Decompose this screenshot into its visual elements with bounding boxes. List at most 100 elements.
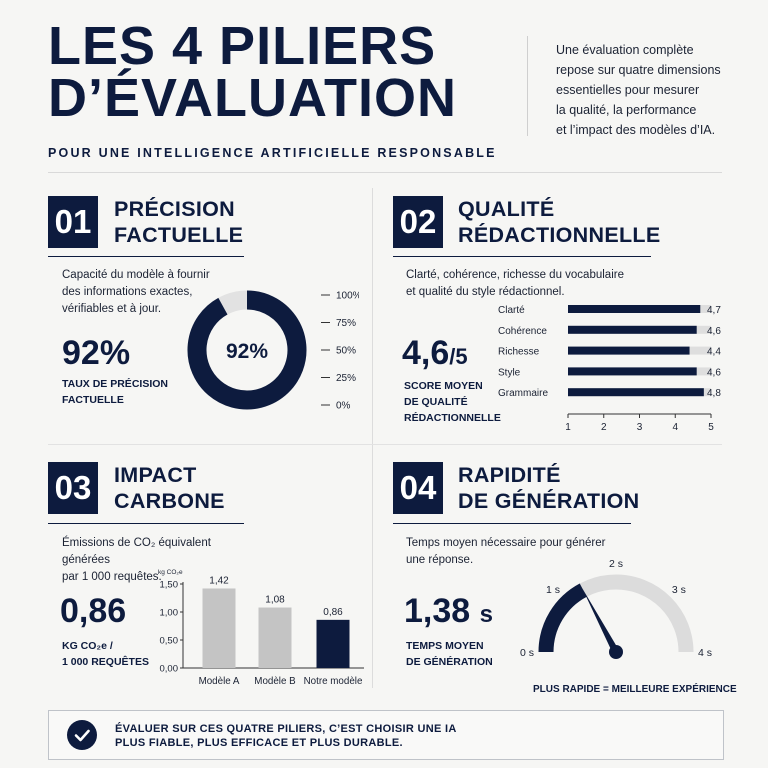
bar-category-label: Richesse	[498, 347, 540, 358]
gauge-tick-label: 1 s	[546, 584, 560, 596]
check-mark-icon	[74, 729, 90, 742]
pillar-1-title-line: FACTUELLE	[114, 223, 244, 247]
grid-vertical-divider	[372, 188, 373, 688]
pillar-2-desc-line: et qualité du style rédactionnel.	[406, 286, 565, 298]
pillar-3-desc-line: Émissions de CO₂ équivalent générées	[62, 537, 211, 566]
page-subtitle: POUR UNE INTELLIGENCE ARTIFICIELLE RESPO…	[48, 146, 497, 160]
gauge-note: PLUS RAPIDE = MEILLEURE EXPÉRIENCE	[533, 684, 737, 695]
bar	[202, 588, 236, 668]
pillar-2-title-line: QUALITÉ	[458, 197, 555, 221]
gauge-tick-label: 2 s	[609, 558, 623, 570]
pillar-3-title: IMPACT CARBONE	[114, 462, 225, 514]
y-axis-label: kg CO₂e	[158, 569, 183, 576]
intro-line: Une évaluation complète	[556, 43, 694, 57]
pillar-3-caption-line: KG CO₂e /	[62, 640, 113, 652]
pillar-4-caption: TEMPS MOYEN DE GÉNÉRATION	[406, 638, 493, 670]
pillar-3-caption: KG CO₂e / 1 000 REQUÊTES	[62, 638, 149, 670]
pillar-3-title-line: IMPACT	[114, 463, 197, 487]
y-tick-label: 1,00	[160, 608, 179, 619]
gauge-needle	[582, 588, 620, 654]
pillar-2-caption-line: SCORE MOYEN	[404, 380, 483, 392]
header-divider	[527, 36, 528, 136]
pillar-3-caption-line: 1 000 REQUÊTES	[62, 656, 149, 668]
page-title: LES 4 PILIERS D’ÉVALUATION	[48, 16, 457, 128]
bar-category-label: Clarté	[498, 305, 525, 316]
bar-category-label: Modèle A	[199, 676, 240, 687]
check-circle-icon	[67, 720, 97, 750]
bar	[568, 346, 690, 355]
gauge-tick-label: 0 s	[520, 647, 534, 659]
pillar-1-underline	[48, 256, 244, 257]
pillar-1-desc-line: des informations exactes,	[62, 286, 193, 298]
footer-banner: ÉVALUER SUR CES QUATRE PILIERS, C’EST CH…	[48, 710, 724, 760]
pillar-4-time-unit: s	[479, 601, 493, 628]
bar-value-label: 1,08	[265, 595, 285, 606]
page-title-line-1: LES 4 PILIERS	[48, 16, 437, 76]
pillar-2-number: 02	[393, 196, 443, 248]
intro-line: et l’impact des modèles d’IA.	[556, 123, 716, 137]
pillar-4-time: 1,38	[404, 592, 471, 630]
bar-value-label: 4,7	[707, 305, 721, 316]
pillar-1-number: 01	[48, 196, 98, 248]
footer-line: ÉVALUER SUR CES QUATRE PILIERS, C’EST CH…	[115, 723, 457, 735]
pillar-4-title-line: RAPIDITÉ	[458, 463, 561, 487]
pillar-2-caption-line: RÉDACTIONNELLE	[404, 412, 501, 424]
carbon-bar-chart: kg CO₂e 1,50 1,00 0,50 0,00 1,42 Modèle A 1,08 M…	[158, 569, 364, 687]
pillar-2-caption: SCORE MOYEN DE QUALITÉ RÉDACTIONNELLE	[404, 378, 501, 426]
pillar-4-desc-line: une réponse.	[406, 554, 474, 566]
pillar-4-caption-line: TEMPS MOYEN	[406, 640, 484, 652]
bar-value-label: 4,6	[707, 367, 721, 378]
bar-value-label: 0,86	[323, 607, 343, 618]
pillar-4-title-line: DE GÉNÉRATION	[458, 489, 640, 513]
x-tick-label: 5	[708, 422, 714, 433]
pillar-3-number: 03	[48, 462, 98, 514]
gauge-tick-label: 4 s	[698, 647, 712, 659]
pillar-3-value: 0,86	[60, 592, 127, 630]
pillar-1-title: PRÉCISION FACTUELLE	[114, 196, 243, 248]
bar-value-label: 1,42	[209, 575, 229, 586]
x-tick-label: 1	[565, 422, 571, 433]
x-tick-label: 4	[672, 422, 678, 433]
pillar-3-title-line: CARBONE	[114, 489, 225, 513]
bar	[568, 325, 697, 334]
footer-line: PLUS FIABLE, PLUS EFFICACE ET PLUS DURAB…	[115, 737, 403, 749]
y-tick-label: 1,50	[160, 580, 179, 591]
intro-line: essentielles pour mesurer	[556, 83, 700, 97]
scale-tick-label: 75%	[336, 318, 356, 329]
scale-tick-label: 50%	[336, 346, 356, 357]
pillar-1-title-line: PRÉCISION	[114, 197, 235, 221]
pillar-2-score: 4,6	[402, 334, 450, 372]
pillar-1-value: 92%	[62, 334, 131, 372]
bar-category-label: Style	[498, 367, 521, 378]
pillar-2-title: QUALITÉ RÉDACTIONNELLE	[458, 196, 660, 248]
pillar-4-value: 1,38 s	[404, 592, 493, 631]
gauge-tick-label: 3 s	[672, 584, 686, 596]
pillar-4-title: RAPIDITÉ DE GÉNÉRATION	[458, 462, 640, 514]
bar-value-label: 4,8	[707, 388, 721, 399]
grid-horizontal-divider	[48, 444, 722, 445]
pillar-2-desc-line: Clarté, cohérence, richesse du vocabulai…	[406, 269, 624, 281]
page-title-line-2: D’ÉVALUATION	[48, 68, 457, 128]
intro-line: repose sur quatre dimensions	[556, 63, 721, 77]
intro-text: Une évaluation complète repose sur quatr…	[556, 40, 756, 140]
pillar-2-caption-line: DE QUALITÉ	[404, 396, 468, 408]
quality-bar-chart: Clarté 4,7 Cohérence 4,6 Richesse 4,4 Style 4,6…	[498, 305, 721, 433]
bar-category-label: Modèle B	[254, 676, 296, 687]
pillar-1-caption-line: TAUX DE PRÉCISION	[62, 378, 168, 390]
donut-center-label: 92%	[226, 340, 268, 363]
bar-value-label: 4,4	[707, 347, 721, 358]
header-separator	[48, 172, 722, 173]
pillar-1-desc-line: vérifiables et à jour.	[62, 303, 162, 315]
pillar-1-caption: TAUX DE PRÉCISION FACTUELLE	[62, 376, 168, 408]
pillar-4-description: Temps moyen nécessaire pour générer une …	[406, 535, 606, 569]
pillar-1-desc-line: Capacité du modèle à fournir	[62, 269, 210, 281]
y-tick-label: 0,50	[160, 636, 179, 647]
pillar-1-description: Capacité du modèle à fournir des informa…	[62, 267, 232, 318]
intro-line: la qualité, la performance	[556, 103, 697, 117]
bar-value-label: 4,6	[707, 326, 721, 337]
accuracy-donut-chart: 92% 100% 75% 50% 25% 0%	[187, 290, 359, 412]
pillar-2-title-line: RÉDACTIONNELLE	[458, 223, 661, 247]
pillar-1-caption-line: FACTUELLE	[62, 394, 124, 406]
pillar-3-underline	[48, 523, 244, 524]
pillar-3-description: Émissions de CO₂ équivalent générées par…	[62, 535, 262, 586]
